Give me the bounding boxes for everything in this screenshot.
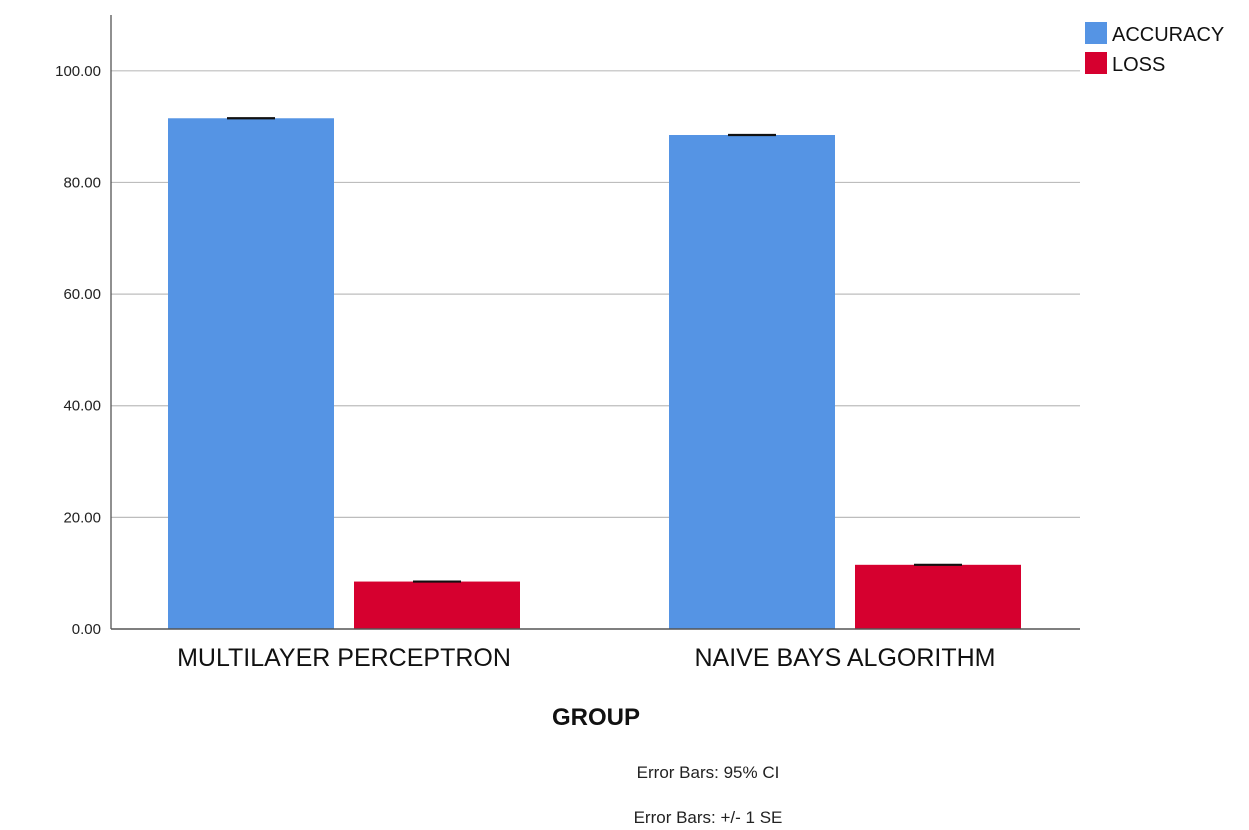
footnote: Error Bars: 95% CI [637, 763, 780, 782]
y-tick-labels: 0.00 20.00 40.00 60.00 80.00 100.00 [55, 63, 101, 638]
bar-accuracy-1[interactable] [669, 135, 835, 629]
legend-swatch [1085, 52, 1107, 74]
axes [110, 15, 1080, 630]
x-category-label: NAIVE BAYS ALGORITHM [694, 644, 995, 672]
y-tick-label: 0.00 [72, 621, 101, 638]
y-tick-label: 100.00 [55, 63, 101, 80]
y-tick-label: 20.00 [63, 509, 101, 526]
footnotes: Error Bars: 95% CI Error Bars: +/- 1 SE [634, 763, 783, 827]
bars [168, 117, 1021, 629]
y-tick-label: 40.00 [63, 398, 101, 415]
bar-accuracy-0[interactable] [168, 118, 334, 629]
y-tick-label: 60.00 [63, 286, 101, 303]
y-tick-label: 80.00 [63, 174, 101, 191]
legend-label: ACCURACY [1112, 24, 1224, 46]
legend-swatch [1085, 22, 1107, 44]
legend-label: LOSS [1112, 54, 1165, 76]
legend-item-accuracy[interactable]: ACCURACY [1085, 22, 1224, 46]
x-category-label: MULTILAYER PERCEPTRON [177, 644, 511, 672]
footnote: Error Bars: +/- 1 SE [634, 808, 783, 827]
legend[interactable]: ACCURACY LOSS [1085, 22, 1224, 76]
legend-item-loss[interactable]: LOSS [1085, 52, 1165, 76]
x-axis-title: GROUP [552, 704, 640, 731]
bar-loss-1[interactable] [855, 564, 1021, 629]
bar-loss-0[interactable] [354, 581, 520, 629]
x-category-labels: MULTILAYER PERCEPTRON NAIVE BAYS ALGORITH… [177, 644, 995, 672]
